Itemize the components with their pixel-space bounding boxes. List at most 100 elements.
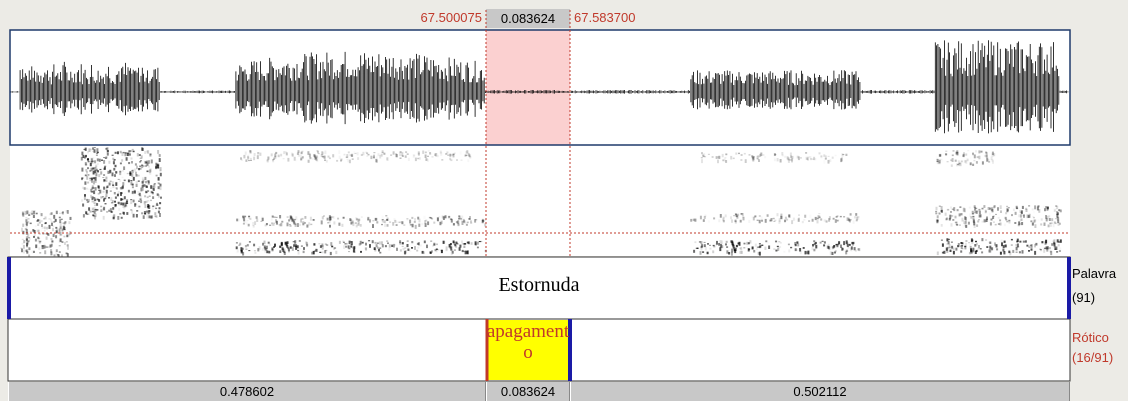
spectrogram-pixel: [1023, 214, 1025, 218]
spectrogram-pixel: [321, 243, 324, 247]
spectrogram-pixel: [86, 198, 89, 201]
spectrogram-pixel: [973, 222, 976, 226]
spectrogram-pixel: [98, 158, 101, 162]
spectrogram-pixel: [988, 249, 991, 253]
spectrogram-pixel: [422, 150, 425, 154]
spectrogram-pixel: [748, 154, 751, 156]
spectrogram-pixel: [244, 245, 247, 248]
spectrogram-pixel: [302, 221, 305, 223]
spectrogram-pixel: [962, 225, 964, 229]
selected-interval[interactable]: [486, 320, 570, 380]
spectrogram-pixel: [459, 244, 462, 248]
spectrogram-pixel: [354, 152, 357, 154]
spectrogram-pixel: [481, 219, 484, 224]
spectrogram-pixel: [274, 155, 277, 160]
spectrogram-pixel: [86, 171, 88, 174]
spectrogram-pixel: [947, 241, 950, 245]
spectrogram-pixel: [286, 245, 289, 248]
spectrogram-pixel: [840, 158, 843, 163]
spectrogram-pixel: [374, 242, 377, 244]
duration[interactable]: 0.083624: [486, 382, 570, 401]
spectrogram-pixel: [159, 172, 162, 177]
spectrogram-pixel: [284, 241, 287, 245]
spectrogram-pixel: [812, 244, 814, 247]
spectrogram-pixel: [157, 194, 160, 198]
spectrogram-pixel: [89, 162, 92, 167]
spectrogram-pixel: [292, 219, 295, 224]
spectrogram-pixel: [769, 219, 772, 222]
spectrogram-pixel: [313, 243, 316, 246]
spectrogram-pixel: [382, 221, 385, 223]
spectrogram-pixel: [841, 247, 844, 251]
spectrogram-pixel: [775, 240, 778, 243]
spectrogram-pixel: [434, 249, 437, 252]
spectrogram-pixel: [97, 192, 100, 195]
spectrogram-pixel: [63, 229, 66, 231]
selection-duration[interactable]: 0.083624: [486, 9, 570, 28]
spectrogram-pixel: [153, 183, 156, 188]
spectrogram-pixel: [105, 156, 108, 159]
spectrogram-pixel: [84, 147, 87, 151]
spectrogram-pixel: [37, 219, 39, 222]
spectrogram-pixel: [820, 156, 823, 159]
spectrogram-pixel: [827, 243, 830, 247]
spectrogram-pixel: [739, 247, 742, 250]
spectrogram-pixel: [996, 248, 999, 251]
spectrogram-pixel: [978, 150, 981, 154]
spectrogram-pixel: [409, 224, 412, 226]
duration[interactable]: 0.478602: [8, 382, 486, 401]
tier-1[interactable]: [7, 256, 1071, 320]
spectrogram-pixel: [452, 153, 455, 158]
spectrogram-pixel: [64, 242, 66, 245]
spectrogram-pixel: [950, 223, 953, 227]
spectrogram-pixel: [338, 240, 341, 244]
spectrogram-pixel: [384, 219, 387, 223]
duration[interactable]: 0.502112: [570, 382, 1070, 401]
spectrogram-pixel: [43, 230, 46, 232]
spectrogram-pixel: [121, 198, 124, 201]
spectrogram-pixel: [110, 197, 113, 202]
spectrogram-pixel: [301, 217, 304, 220]
spectrogram-pixel: [119, 150, 122, 154]
spectrogram-pixel: [999, 222, 1002, 226]
spectrogram-pixel: [326, 217, 329, 221]
spectrogram-pixel: [373, 152, 376, 154]
spectrogram-pixel: [703, 215, 706, 217]
spectrogram-pixel: [994, 223, 997, 226]
spectrogram-pixel: [379, 154, 382, 159]
spectrogram-pixel: [367, 240, 370, 242]
spectrogram-pixel: [105, 147, 108, 150]
spectrogram-pixel: [975, 240, 977, 243]
spectrogram-pixel: [1050, 222, 1053, 224]
spectrogram-pixel: [456, 243, 459, 245]
spectrogram-pixel: [351, 153, 354, 157]
spectrogram-pixel: [475, 219, 478, 221]
spectrogram-pixel: [424, 154, 427, 158]
spectrogram-pixel: [309, 157, 312, 160]
spectrogram-pixel: [366, 152, 369, 155]
spectrogram-pixel: [711, 156, 714, 158]
spectrogram-pixel: [236, 249, 239, 253]
spectrogram-pixel: [143, 184, 146, 187]
spectrogram-pixel: [58, 216, 61, 219]
spectrogram-pixel: [752, 157, 755, 159]
spectrogram-pixel: [1000, 210, 1002, 213]
spectrogram-pixel: [147, 181, 150, 185]
spectrogram-pixel: [935, 212, 938, 215]
spectrogram-pixel: [296, 223, 299, 227]
spectrogram-pixel: [945, 153, 948, 155]
spectrogram-pixel: [361, 241, 364, 244]
spectrogram-pixel: [31, 213, 34, 215]
spectrogram-pixel: [814, 216, 817, 221]
spectrogram-pixel: [940, 158, 943, 161]
spectrogram-pixel: [241, 247, 244, 250]
spectrogram-pixel: [941, 209, 943, 213]
spectrogram-pixel: [89, 178, 92, 182]
spectrogram-pixel: [149, 155, 152, 157]
spectrogram-pixel: [247, 155, 249, 159]
spectrogram-pixel: [981, 238, 984, 242]
spectrogram-pixel: [104, 157, 107, 159]
spectrogram-pixel: [321, 245, 324, 249]
spectrogram-pixel: [138, 205, 141, 208]
spectrogram-pixel: [136, 165, 138, 170]
